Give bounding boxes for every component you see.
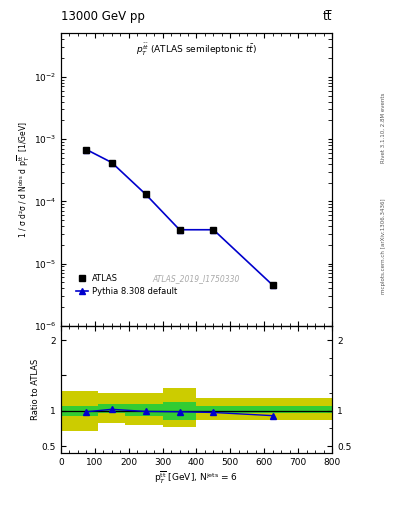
Line: ATLAS: ATLAS [83, 146, 276, 288]
ATLAS [143, 191, 148, 197]
X-axis label: p$^{\overline{\mathrm{t}\mathrm{t}}}_{T}$ [GeV], N$^{\mathrm{jets}}$ = 6: p$^{\overline{\mathrm{t}\mathrm{t}}}_{T}… [154, 470, 239, 486]
Text: mcplots.cern.ch [arXiv:1306.3436]: mcplots.cern.ch [arXiv:1306.3436] [381, 198, 386, 293]
Text: tt̅: tt̅ [323, 10, 332, 23]
ATLAS [109, 159, 114, 165]
ATLAS [177, 227, 182, 233]
Pythia 8.308 default [143, 191, 148, 197]
Text: Rivet 3.1.10, 2.8M events: Rivet 3.1.10, 2.8M events [381, 93, 386, 163]
ATLAS [270, 282, 275, 288]
Legend: ATLAS, Pythia 8.308 default: ATLAS, Pythia 8.308 default [73, 271, 179, 298]
Pythia 8.308 default [177, 227, 182, 233]
Y-axis label: Ratio to ATLAS: Ratio to ATLAS [31, 359, 40, 420]
Line: Pythia 8.308 default: Pythia 8.308 default [83, 146, 276, 288]
Pythia 8.308 default [109, 159, 114, 165]
Y-axis label: 1 / σ d²σ / d N$^{\mathrm{obs}}$ d p$^{\overline{\mathrm{t}\mathrm{t}}}_{T}$  [1: 1 / σ d²σ / d N$^{\mathrm{obs}}$ d p$^{\… [16, 121, 32, 238]
Text: $p_T^{\bar{t}\bar{t}}$ (ATLAS semileptonic $t\bar{t}$): $p_T^{\bar{t}\bar{t}}$ (ATLAS semilepton… [136, 42, 257, 58]
ATLAS [211, 227, 216, 233]
Pythia 8.308 default [211, 227, 216, 233]
Pythia 8.308 default [84, 146, 89, 153]
Text: ATLAS_2019_I1750330: ATLAS_2019_I1750330 [153, 274, 240, 284]
Pythia 8.308 default [270, 282, 275, 288]
Text: 13000 GeV pp: 13000 GeV pp [61, 10, 145, 23]
ATLAS [84, 146, 89, 153]
